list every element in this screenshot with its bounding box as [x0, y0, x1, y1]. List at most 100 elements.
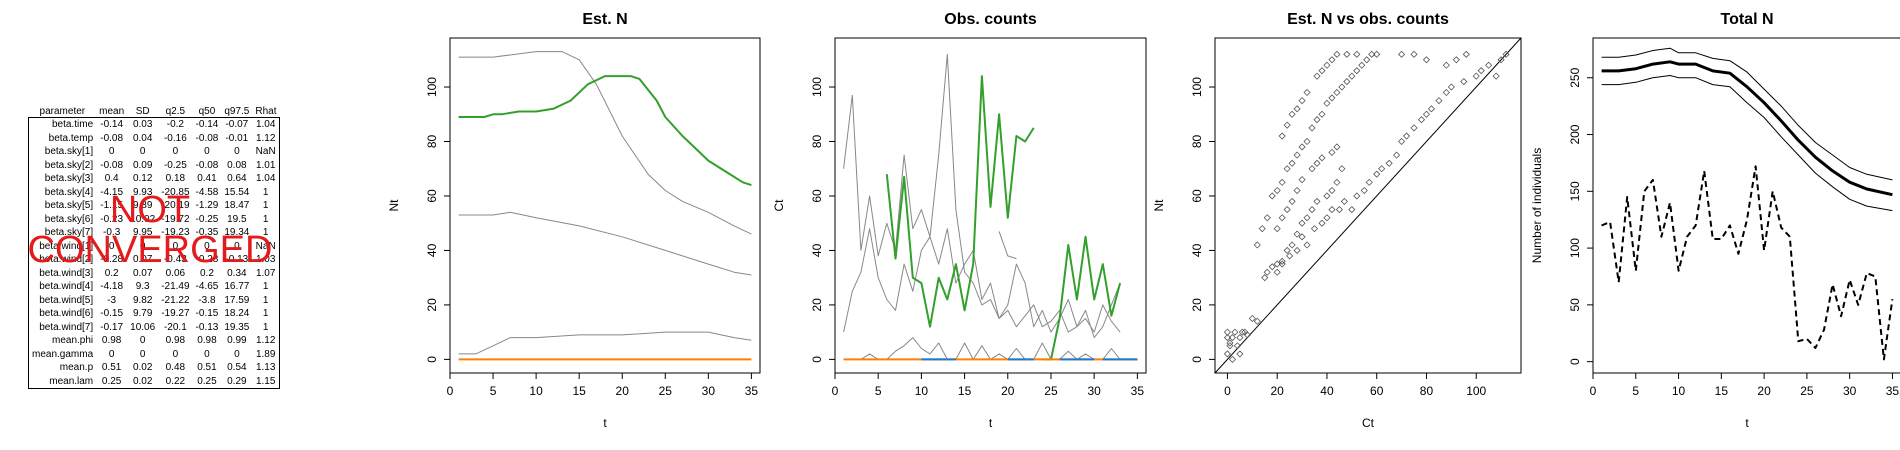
- value-cell: 1.12: [255, 132, 276, 144]
- value-cell: 0.2: [104, 267, 119, 279]
- value-cell: 0: [108, 240, 115, 252]
- scatter-point: [1398, 50, 1406, 58]
- scatter-point: [1348, 206, 1356, 214]
- value-cell: -0.25: [163, 159, 187, 171]
- value-cell: 19.35: [224, 321, 250, 333]
- value-cell: 9.79: [132, 308, 153, 320]
- value-cell: 0.2: [199, 267, 214, 279]
- value-cell: 9.3: [135, 281, 150, 293]
- value-cell: -0.14: [100, 119, 124, 131]
- parameter-name-cell: beta.wind[3]: [39, 267, 94, 279]
- value-cell: 0: [139, 146, 146, 158]
- x-axis-label: t: [989, 416, 993, 430]
- value-cell: -0.01: [225, 132, 249, 144]
- value-cell: 1.13: [255, 362, 276, 374]
- x-tick-label: 10: [1672, 384, 1686, 398]
- x-tick-label: 15: [958, 384, 972, 398]
- value-cell: 0.09: [132, 159, 153, 171]
- scatter-point: [1228, 334, 1236, 342]
- table-row: beta.sky[3] 0.4 0.12 0.18 0.41 0.64 1.04: [29, 172, 280, 186]
- value-cell: 0.25: [197, 375, 217, 387]
- table-header-row: parameter mean SD q2.5 q50 q97.5 Rhat: [29, 105, 280, 118]
- table-row: mean.lam 0.25 0.02 0.22 0.25 0.29 1.15: [29, 375, 280, 389]
- scatter-point: [1223, 350, 1232, 358]
- x-tick-label: 35: [1131, 384, 1145, 398]
- x-tick-label: 20: [1757, 384, 1771, 398]
- y-tick-label: 40: [1190, 243, 1204, 257]
- scatter-point: [1402, 132, 1411, 140]
- scatter-point: [1353, 67, 1361, 75]
- value-cell: 0: [172, 240, 179, 252]
- x-tick-label: 0: [1590, 384, 1597, 398]
- scatter-point: [1283, 246, 1291, 255]
- scatter-point: [1447, 83, 1455, 91]
- scatter-point: [1253, 241, 1261, 249]
- value-cell: -0.17: [100, 321, 124, 333]
- table-row: mean.p 0.51 0.02 0.48 0.51 0.54 1.13: [29, 361, 280, 375]
- scatter-point: [1293, 151, 1301, 159]
- chart-1: Obs. counts t Ct 0 5 10 15 20 25 30 35 0 20 40 60 80 100: [772, 11, 1147, 430]
- scatter-point: [1308, 124, 1316, 132]
- scatter-point: [1323, 99, 1331, 107]
- value-cell: -19.23: [161, 227, 190, 239]
- x-tick-label: 60: [1370, 384, 1384, 398]
- scatter-point: [1298, 176, 1306, 184]
- series-line-gray: [998, 231, 1017, 260]
- scatter-point: [1298, 97, 1306, 105]
- table-row: beta.sky[2] -0.08 0.09 -0.25 -0.08 0.08 1.01: [29, 159, 280, 173]
- scatter-point: [1353, 50, 1361, 58]
- value-cell: -0.14: [195, 119, 219, 131]
- series-line-gray: [458, 211, 752, 276]
- scatter-point: [1313, 72, 1321, 80]
- value-cell: 1.04: [255, 119, 276, 131]
- chart-0: Est. N t Nt 0 5 10 15 20 25 30 35 0 20 40 60 80 100: [387, 11, 761, 430]
- parameter-name-cell: beta.time: [52, 119, 94, 131]
- scatter-point: [1492, 72, 1500, 80]
- value-cell: 1: [262, 281, 269, 293]
- value-cell: 1.04: [255, 173, 276, 185]
- scatter-point: [1365, 178, 1373, 186]
- plot-frame: [1592, 37, 1900, 374]
- value-cell: -0.2: [166, 119, 184, 131]
- scatter-point: [1328, 56, 1336, 64]
- value-cell: -21.49: [161, 281, 190, 293]
- scatter-point: [1228, 355, 1236, 363]
- value-cell: 0.99: [227, 335, 247, 347]
- scatter-point: [1410, 50, 1418, 58]
- x-tick-label: 0: [832, 384, 839, 398]
- series-line-green: [458, 75, 752, 187]
- scatter-point: [1223, 334, 1232, 342]
- scatter-point: [1310, 225, 1319, 233]
- scatter-point: [1497, 56, 1505, 64]
- scatter-point: [1248, 314, 1256, 323]
- value-cell: 9.82: [132, 294, 153, 306]
- parameter-name-cell: beta.wind[4]: [39, 281, 94, 293]
- scatter-point: [1318, 110, 1326, 118]
- scatter-point: [1410, 124, 1418, 132]
- y-tick-label: 250: [1568, 67, 1582, 87]
- x-tick-label: 10: [915, 384, 929, 398]
- column-header: q97.5: [224, 105, 250, 117]
- value-cell: 1: [262, 186, 269, 198]
- table-row: beta.wind[1] 0 0 0 0 0 NaN: [29, 240, 280, 254]
- scatter-point: [1241, 328, 1249, 336]
- y-tick-label: 80: [1190, 135, 1204, 149]
- x-tick-label: 25: [1800, 384, 1814, 398]
- parameter-name-cell: beta.wind[6]: [39, 308, 94, 320]
- plot-frame: [1214, 37, 1522, 374]
- scatter-point: [1278, 214, 1286, 222]
- value-cell: 0.4: [104, 173, 119, 185]
- value-cell: 0: [108, 146, 115, 158]
- value-cell: 0.07: [132, 254, 153, 266]
- value-cell: NaN: [255, 146, 276, 158]
- parameter-name-cell: mean.lam: [49, 375, 94, 387]
- value-cell: 0.06: [165, 267, 186, 279]
- value-cell: -0.16: [163, 132, 187, 144]
- scatter-point: [1460, 78, 1468, 86]
- value-cell: -20.1: [163, 321, 187, 333]
- value-cell: 1: [262, 200, 269, 212]
- value-cell: 0.04: [132, 132, 153, 144]
- y-tick-label: 150: [1568, 181, 1582, 201]
- value-cell: 9.89: [132, 200, 153, 212]
